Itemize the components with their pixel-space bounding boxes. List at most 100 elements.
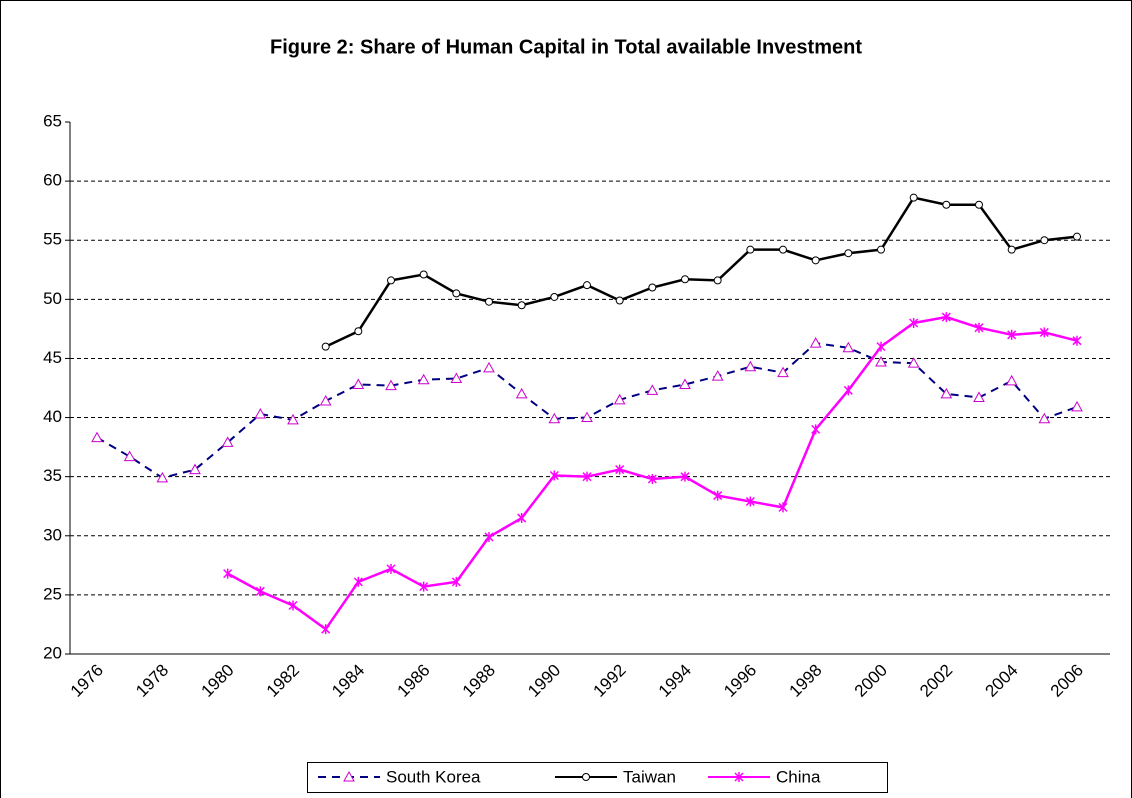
marker [909,317,919,328]
x-tick-label: 1990 [524,661,564,701]
marker [734,772,744,782]
x-tick-label: 2002 [916,661,956,701]
marker [1072,335,1082,346]
marker [549,470,559,481]
chart-title: Figure 2: Share of Human Capital in Tota… [270,36,862,58]
marker [646,384,659,395]
marker [809,337,822,348]
marker [221,436,234,447]
marker [777,366,789,378]
marker [942,200,951,209]
marker [909,193,918,202]
marker [451,576,461,587]
x-tick-label: 1996 [720,661,760,701]
marker [517,513,527,524]
y-tick-label: 40 [43,407,62,426]
marker [1007,329,1017,340]
marker [842,341,855,353]
marker [288,600,298,611]
marker [321,342,330,351]
marker [941,312,951,323]
series-line [96,342,1078,479]
legend-label: Taiwan [623,767,676,786]
marker [343,770,355,782]
y-tick-label: 30 [43,525,62,544]
x-tick-label: 1992 [589,661,629,701]
marker [779,245,787,254]
marker [778,502,788,513]
marker [615,296,624,305]
marker [287,413,299,425]
marker [974,322,984,333]
marker [613,393,626,405]
x-tick-label: 2004 [981,661,1021,701]
marker [746,245,755,254]
y-tick-label: 20 [43,643,62,662]
marker [680,471,690,482]
marker [615,464,625,475]
marker [387,276,395,285]
legend-box [307,762,888,793]
marker [419,581,429,592]
marker [711,370,724,381]
marker [223,568,233,579]
y-tick-label: 50 [43,289,62,308]
marker [581,411,593,423]
marker [483,361,495,373]
marker [485,297,493,306]
series-line [227,315,1078,631]
marker [1040,236,1049,245]
marker [1038,412,1051,424]
series-line [325,196,1078,348]
y-tick-label: 65 [43,111,62,130]
x-tick-label: 1994 [655,661,695,701]
x-tick-label: 2000 [851,661,891,701]
y-tick-label: 35 [43,466,62,485]
marker [877,245,885,254]
x-tick-label: 1982 [263,661,303,701]
marker [450,372,463,384]
marker [844,249,853,258]
marker [975,200,983,209]
marker [517,301,526,310]
marker [843,385,853,396]
x-tick-label: 1980 [197,661,237,701]
marker [189,463,201,475]
x-tick-label: 1984 [328,661,368,701]
marker [679,378,691,389]
marker [515,387,528,399]
marker [419,270,428,279]
marker [452,289,461,298]
marker [647,474,657,485]
marker [91,431,103,443]
legend-label: South Korea [386,767,481,786]
marker [385,379,397,391]
marker [386,563,396,574]
marker [1071,400,1083,412]
marker [811,256,820,265]
y-tick-label: 55 [43,230,62,249]
marker [548,412,561,424]
marker [254,407,267,419]
x-tick-label: 1986 [393,661,433,701]
y-tick-label: 25 [43,584,62,603]
marker [583,281,591,290]
marker [1039,327,1049,338]
x-tick-label: 2006 [1047,661,1087,701]
marker [744,360,757,372]
marker [940,387,953,399]
marker [582,773,590,781]
marker [321,624,331,635]
marker [582,471,592,482]
y-tick-label: 60 [43,171,62,190]
x-tick-label: 1976 [67,661,107,701]
marker [319,394,332,406]
marker [255,586,265,597]
marker [353,576,363,587]
marker [352,378,365,389]
marker [875,355,887,367]
marker [354,327,363,336]
marker [1007,245,1016,254]
marker [973,391,985,402]
marker [417,373,430,385]
